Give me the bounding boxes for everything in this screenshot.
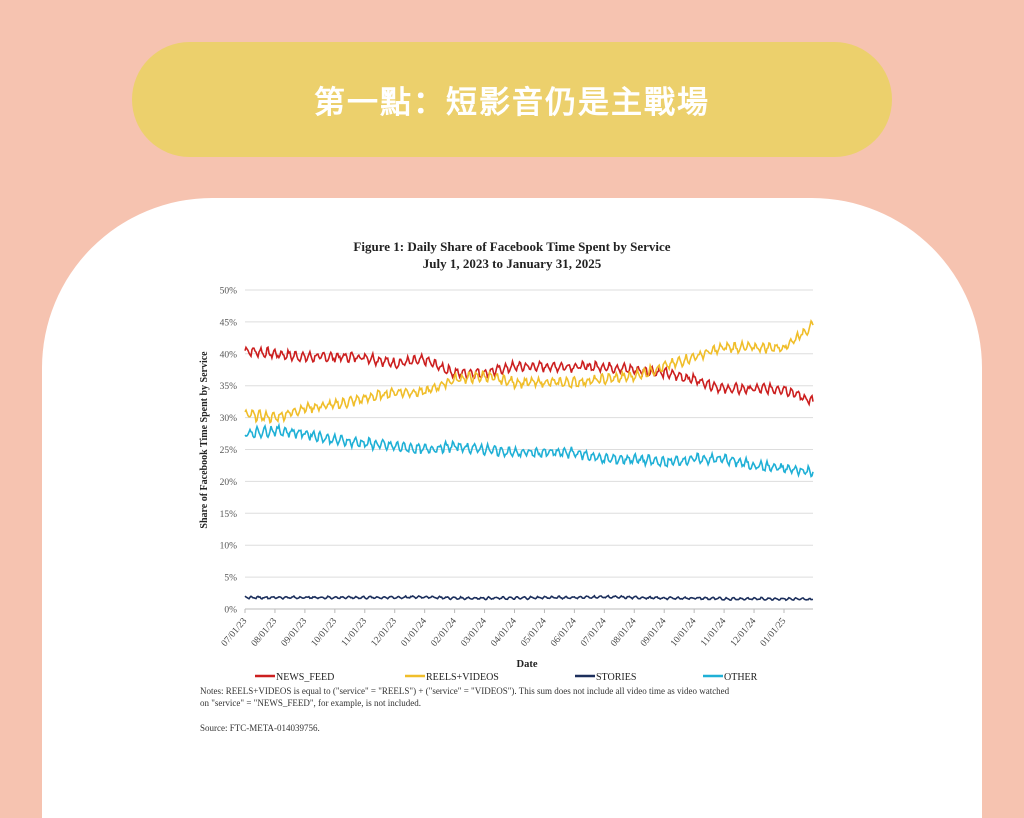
- legend-label: STORIES: [596, 672, 636, 683]
- x-tick-label: 01/01/24: [400, 616, 430, 648]
- y-tick-label: 25%: [220, 446, 238, 456]
- series-line-news-feed: [244, 345, 814, 407]
- y-tick-label: 5%: [224, 574, 237, 584]
- chart-card: [42, 198, 982, 818]
- x-tick-label: 12/01/24: [729, 616, 759, 648]
- chart-note-line-1: Notes: REELS+VIDEOS is equal to ("servic…: [200, 686, 730, 696]
- series-line-other: [244, 422, 814, 478]
- x-tick-label: 10/01/23: [310, 616, 340, 648]
- chart-note-line-2: on "service" = "NEWS_FEED", for example,…: [200, 698, 421, 708]
- x-tick-label: 09/01/23: [280, 616, 310, 648]
- x-tick-label: 11/01/24: [699, 616, 728, 648]
- x-tick-label: 07/01/24: [579, 616, 609, 648]
- chart-subtitle: July 1, 2023 to January 31, 2025: [423, 256, 602, 271]
- y-tick-label: 40%: [220, 350, 238, 360]
- y-tick-label: 15%: [220, 510, 238, 520]
- x-tick-label: 06/01/24: [549, 616, 579, 648]
- y-tick-label: 35%: [220, 382, 238, 392]
- headline-title: 第一點：短影音仍是主戰場: [314, 85, 710, 121]
- series-line-stories: [244, 594, 814, 602]
- x-tick-label: 08/01/24: [609, 616, 639, 648]
- y-tick-label: 45%: [220, 318, 238, 328]
- x-tick-label: 12/01/23: [370, 616, 400, 648]
- y-tick-label: 30%: [220, 414, 238, 424]
- x-tick-label: 11/01/23: [340, 616, 369, 648]
- x-tick-label: 10/01/24: [669, 616, 699, 648]
- chart-source: Source: FTC-META-014039756.: [200, 723, 320, 733]
- x-tick-label: 08/01/23: [250, 616, 280, 648]
- headline-banner: 第一點：短影音仍是主戰場: [132, 42, 892, 157]
- legend-label: OTHER: [724, 672, 758, 683]
- y-tick-label: 0%: [224, 606, 237, 616]
- x-tick-label: 07/01/23: [220, 616, 250, 648]
- y-axis-title: Share of Facebook Time Spent by Service: [199, 351, 210, 529]
- chart-title: Figure 1: Daily Share of Facebook Time S…: [353, 239, 670, 254]
- x-tick-label: 04/01/24: [489, 616, 519, 648]
- legend-label: REELS+VIDEOS: [426, 672, 499, 683]
- y-tick-label: 10%: [220, 542, 238, 552]
- y-tick-label: 50%: [220, 287, 238, 297]
- y-tick-label: 20%: [220, 478, 238, 488]
- x-tick-label: 05/01/24: [519, 616, 549, 648]
- x-tick-label: 02/01/24: [430, 616, 460, 648]
- x-tick-label: 03/01/24: [459, 616, 489, 648]
- legend-label: NEWS_FEED: [276, 672, 334, 683]
- series-line-reels-videos: [244, 318, 814, 424]
- x-tick-label: 01/01/25: [759, 616, 789, 648]
- x-tick-label: 09/01/24: [639, 616, 669, 648]
- line-chart: Figure 1: Daily Share of Facebook Time S…: [199, 239, 814, 733]
- x-axis-title: Date: [517, 659, 538, 670]
